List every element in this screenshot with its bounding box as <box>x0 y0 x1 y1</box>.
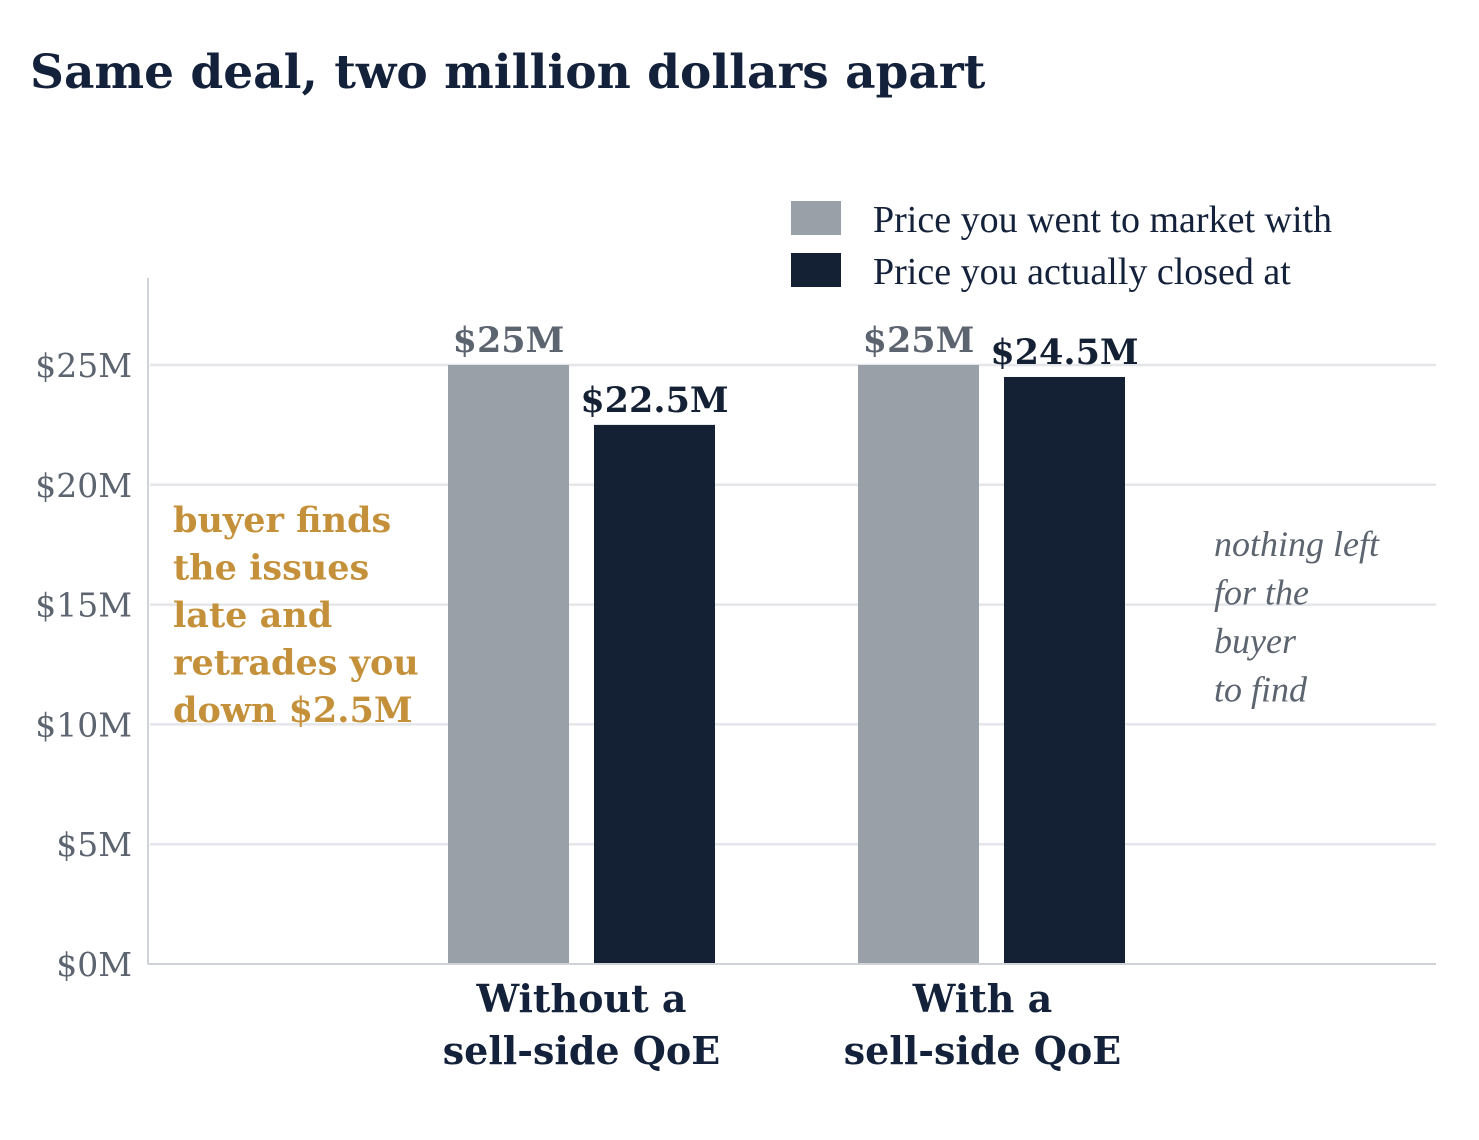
y-tick-label: $0M <box>56 945 132 984</box>
y-tick-label: $20M <box>35 466 132 505</box>
x-tick-label: With a sell-side QoE <box>844 976 1121 1073</box>
bar-market-1 <box>858 365 979 964</box>
value-label: $25M <box>863 320 975 361</box>
chart-title: Same deal, two million dollars apart <box>30 45 986 100</box>
y-tick-label: $5M <box>56 825 132 864</box>
annotation-retrade: buyer finds the issues late and retrades yo… <box>173 500 419 731</box>
gridlines <box>150 363 1436 846</box>
legend-swatch-market <box>791 201 841 235</box>
annotation-nothing-left: nothing left for the buyer to find <box>1214 524 1380 710</box>
bar-market-0 <box>448 365 569 964</box>
bar-closed-0 <box>594 424 715 964</box>
legend-label-closed: Price you actually closed at <box>873 251 1291 293</box>
x-axis-ticks: Without a sell-side QoE With a sell-side Qo… <box>443 976 1121 1073</box>
value-label: $25M <box>453 320 565 361</box>
bar-closed-1 <box>1004 376 1125 965</box>
y-axis-ticks: $0M $5M $10M $15M $20M $25M <box>35 346 132 984</box>
value-label: $24.5M <box>990 332 1138 373</box>
legend: Price you went to market with Price you … <box>791 199 1332 293</box>
y-tick-label: $25M <box>35 346 132 385</box>
value-labels: $25M $25M $22.5M $24.5M <box>453 320 1139 421</box>
y-tick-label: $15M <box>35 586 132 625</box>
y-tick-label: $10M <box>35 705 132 744</box>
legend-label-market: Price you went to market with <box>873 199 1332 241</box>
bars <box>448 365 1125 965</box>
value-label: $22.5M <box>580 380 728 421</box>
legend-swatch-closed <box>791 253 841 287</box>
x-tick-label: Without a sell-side QoE <box>443 976 720 1073</box>
